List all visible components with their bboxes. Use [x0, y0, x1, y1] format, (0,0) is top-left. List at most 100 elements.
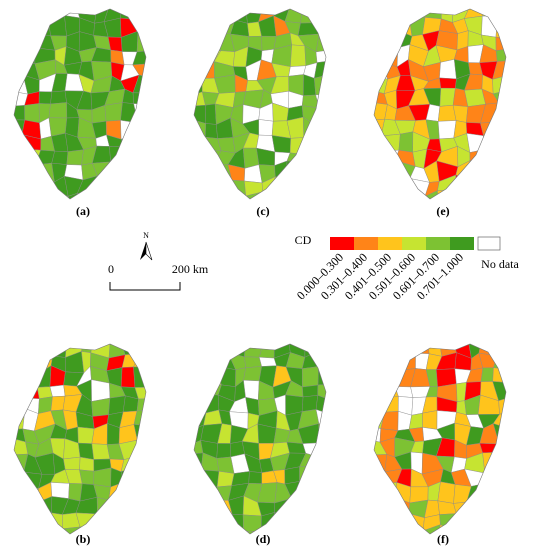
region — [92, 194, 107, 199]
region — [302, 192, 320, 199]
region — [34, 524, 52, 534]
region — [132, 121, 146, 138]
regions — [194, 344, 326, 534]
panel-label: (f) — [437, 532, 449, 546]
region — [243, 366, 262, 382]
region — [248, 471, 262, 484]
region — [374, 368, 386, 387]
region — [299, 512, 320, 531]
region — [258, 119, 274, 136]
region — [37, 344, 53, 357]
region — [398, 351, 416, 372]
scale-line — [109, 282, 181, 291]
region — [14, 189, 24, 199]
region — [492, 480, 506, 501]
region — [382, 192, 401, 199]
region — [194, 9, 207, 18]
region — [437, 120, 457, 140]
region — [439, 87, 456, 107]
region — [478, 166, 498, 180]
region — [498, 102, 506, 122]
region — [244, 356, 262, 368]
region — [383, 9, 402, 24]
region — [478, 525, 500, 534]
region — [455, 174, 472, 191]
region — [284, 466, 300, 485]
region — [496, 441, 506, 455]
region — [374, 499, 384, 515]
region — [380, 513, 402, 531]
region — [313, 161, 326, 183]
region — [194, 344, 208, 358]
region — [37, 512, 52, 526]
region — [286, 178, 304, 195]
region — [194, 496, 208, 514]
region — [312, 481, 326, 501]
region — [35, 162, 55, 183]
region — [104, 102, 123, 122]
map-panel: (b) — [13, 343, 147, 546]
region — [27, 161, 37, 183]
region — [492, 496, 506, 513]
outline — [373, 8, 507, 200]
region — [107, 500, 123, 516]
legend-swatch — [354, 237, 378, 250]
region — [380, 17, 402, 35]
region — [464, 511, 483, 531]
region — [24, 500, 42, 516]
region — [395, 177, 416, 197]
region — [382, 177, 401, 197]
region — [137, 19, 146, 34]
region — [194, 16, 206, 37]
region — [439, 77, 457, 89]
outline — [193, 343, 327, 535]
region — [14, 176, 28, 194]
region — [380, 411, 399, 431]
region — [66, 149, 84, 166]
region — [287, 528, 304, 534]
region — [315, 192, 326, 199]
region — [492, 466, 506, 486]
region — [289, 137, 305, 155]
region — [383, 160, 396, 182]
region — [205, 123, 218, 139]
map-panel: (a) — [13, 8, 147, 218]
region — [496, 452, 506, 474]
region — [132, 92, 146, 105]
region — [216, 443, 232, 459]
region — [22, 177, 38, 193]
region — [14, 500, 27, 513]
panel-label: (c) — [256, 204, 269, 218]
legend: CD 0.000–0.3000.301–0.4000.401–0.5000.50… — [294, 233, 520, 303]
region — [14, 509, 27, 528]
region — [26, 35, 38, 48]
region — [134, 160, 146, 182]
region — [63, 456, 81, 471]
region — [215, 191, 234, 199]
region — [271, 189, 289, 199]
region — [374, 17, 384, 37]
region — [466, 529, 481, 534]
region — [134, 439, 146, 457]
region — [385, 528, 402, 534]
region — [299, 499, 317, 518]
region — [24, 103, 40, 124]
region — [14, 350, 29, 370]
region — [286, 160, 304, 180]
north-arrow: N — [140, 231, 153, 261]
region — [482, 452, 498, 474]
region — [14, 74, 29, 95]
region — [14, 148, 28, 167]
region — [314, 107, 326, 126]
region — [481, 135, 499, 151]
region — [118, 514, 135, 531]
region — [374, 75, 388, 94]
region — [133, 366, 146, 388]
region — [194, 35, 206, 52]
region — [398, 194, 416, 199]
region — [482, 9, 498, 17]
region — [495, 15, 506, 38]
region — [374, 526, 388, 534]
region — [118, 527, 139, 534]
